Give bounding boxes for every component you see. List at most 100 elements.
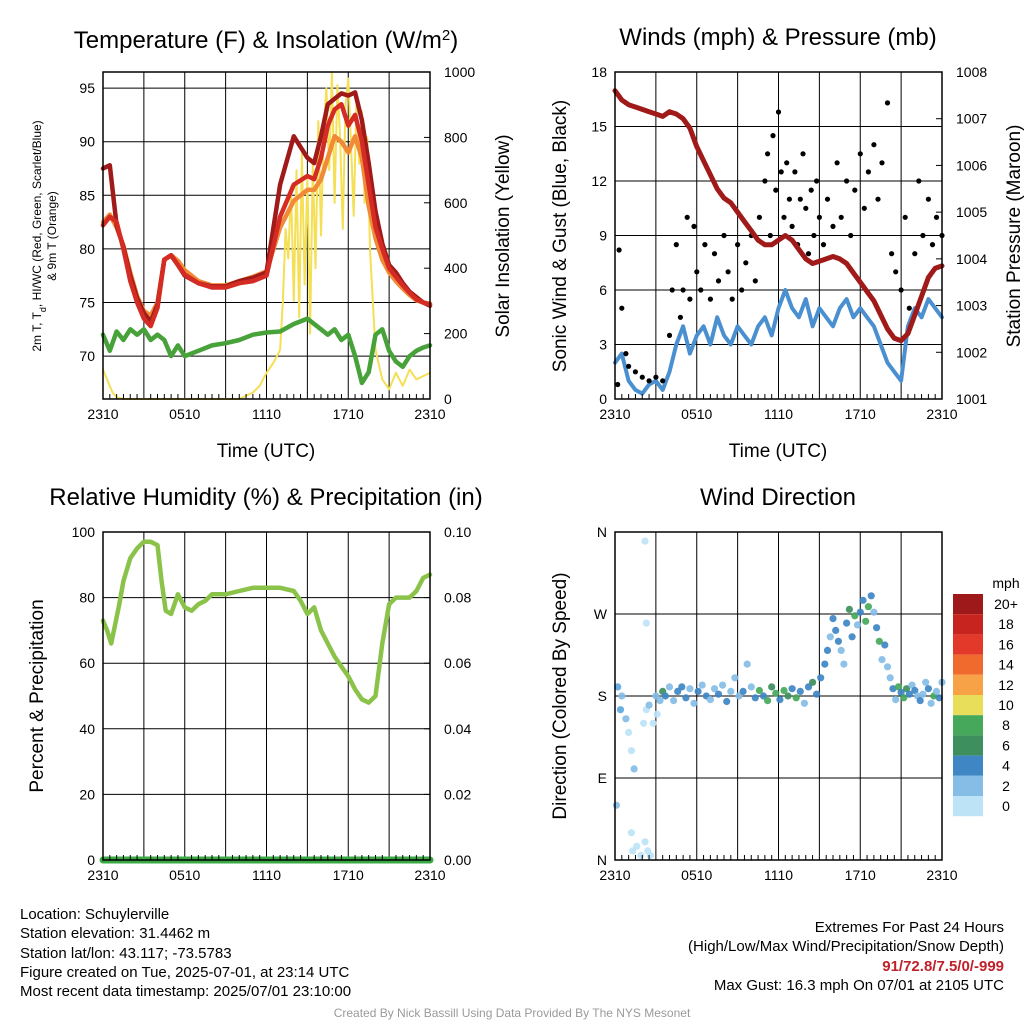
- direction-point: [900, 694, 908, 702]
- wind-direction-chart-title: Wind Direction: [700, 484, 856, 511]
- y2-tick-label: 1000: [444, 64, 475, 80]
- legend-label: 2: [1002, 778, 1010, 794]
- direction-point: [739, 687, 747, 696]
- direction-point: [731, 674, 739, 682]
- legend-swatch: [953, 715, 983, 736]
- direction-point: [618, 692, 626, 700]
- direction-point: [612, 801, 621, 809]
- gust-point: [673, 242, 679, 248]
- x-tick-label: 2310: [414, 406, 445, 422]
- direction-point: [714, 690, 723, 698]
- max-gust: Max Gust: 16.3 mph On 07/01 at 2105 UTC: [713, 976, 1004, 994]
- y-tick-label: N: [597, 852, 607, 868]
- gust-point: [615, 381, 621, 388]
- legend-swatch: [953, 654, 983, 675]
- legend-title: mph: [992, 575, 1019, 591]
- direction-point: [665, 683, 674, 691]
- x-tick-label: 1710: [333, 867, 364, 883]
- direction-point: [710, 685, 719, 693]
- direction-point: [792, 694, 800, 702]
- direction-point: [932, 687, 941, 696]
- y2-tick-label: 1006: [956, 157, 987, 173]
- gust-point: [694, 269, 700, 275]
- plot-frame-2: [614, 71, 943, 400]
- y-tick-label: 95: [79, 80, 95, 96]
- gust-point: [925, 196, 932, 202]
- direction-point: [735, 692, 743, 700]
- temperature-2m-line: [100, 101, 433, 329]
- legend-swatch: [953, 796, 983, 817]
- gust-point: [861, 205, 867, 211]
- y2-tick-label: 0.06: [444, 655, 471, 671]
- direction-point: [853, 621, 862, 629]
- legend-swatch: [953, 695, 983, 716]
- direction-point: [629, 847, 637, 855]
- direction-point: [645, 701, 653, 709]
- gust-point: [902, 214, 908, 220]
- direction-point: [867, 592, 875, 600]
- gust-point: [775, 109, 782, 115]
- direction-point: [630, 765, 638, 773]
- winds-x-axis-label: Time (UTC): [729, 441, 828, 462]
- y-tick-label: W: [594, 606, 608, 622]
- temperature-panel: Temperature (F) & Insolation (W/m2) Time…: [30, 27, 514, 463]
- station-info: Location: Schuylerville Station elevatio…: [20, 905, 351, 1001]
- y2-tick-label: 1002: [956, 344, 987, 360]
- direction-point: [886, 674, 894, 682]
- direction-point: [686, 685, 694, 693]
- station-elevation: Station elevation: 31.4462 m: [20, 925, 211, 943]
- y-tick-label: 75: [79, 295, 95, 311]
- direction-point: [908, 681, 916, 689]
- direction-point: [642, 619, 650, 627]
- gust-point: [770, 133, 776, 139]
- legend-label: 0: [1002, 798, 1010, 814]
- gust-point: [639, 374, 645, 380]
- direction-point: [622, 715, 630, 723]
- gust-point: [871, 142, 877, 148]
- direction-point: [800, 699, 809, 707]
- gust-point: [848, 232, 854, 239]
- direction-point: [927, 699, 935, 707]
- gust-point: [786, 196, 793, 202]
- gust-point: [773, 187, 779, 193]
- gust-point: [687, 296, 693, 302]
- direction-point: [897, 688, 905, 697]
- gust-point: [707, 296, 714, 302]
- humidity-line: [100, 539, 433, 705]
- gust-point: [916, 178, 922, 184]
- direction-point: [864, 603, 873, 611]
- y2-tick-label: 200: [444, 326, 468, 342]
- direction-point: [924, 685, 933, 693]
- direction-point: [903, 685, 911, 693]
- direction-point: [633, 842, 641, 850]
- gust-point: [875, 196, 881, 202]
- gust-point: [844, 178, 850, 184]
- x-tick-label: 1110: [252, 867, 281, 883]
- gust-point: [906, 305, 912, 311]
- direction-point: [641, 537, 649, 545]
- y-tick-label: 40: [79, 721, 95, 737]
- gust-point: [666, 332, 673, 338]
- gust-point: [715, 278, 722, 284]
- gust-point: [834, 160, 840, 166]
- direction-point: [821, 660, 829, 668]
- y-tick-label: 3: [599, 337, 607, 353]
- y2-tick-label: 0.10: [444, 524, 471, 540]
- pressure-axis-label: Station Pressure (Maroon): [1004, 125, 1024, 348]
- gust-point: [814, 178, 820, 184]
- plot-frame-3: [102, 531, 431, 861]
- direction-point: [826, 633, 834, 641]
- direction-point: [870, 608, 878, 616]
- direction-point: [840, 660, 848, 668]
- direction-point: [873, 624, 881, 632]
- direction-point: [911, 686, 919, 695]
- direction-point: [823, 646, 832, 655]
- gust-point: [920, 232, 926, 239]
- x-tick-label: 0510: [681, 867, 712, 883]
- direction-point: [747, 683, 755, 691]
- winds-panel: Winds (mph) & Pressure (mb) Time (UTC) S…: [550, 24, 1024, 462]
- direction-point: [706, 696, 715, 704]
- x-tick-label: 1710: [845, 867, 876, 883]
- y-tick-label: E: [598, 770, 607, 786]
